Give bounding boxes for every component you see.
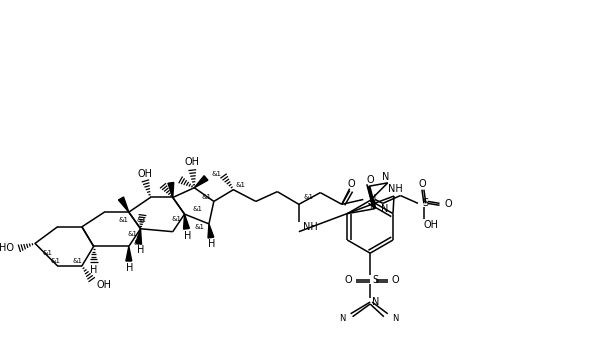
Polygon shape — [168, 182, 173, 197]
Text: N: N — [339, 314, 346, 323]
Text: &1: &1 — [43, 250, 53, 256]
Text: &1: &1 — [51, 258, 61, 264]
Text: H: H — [137, 245, 144, 255]
Polygon shape — [194, 176, 208, 188]
Text: S: S — [372, 275, 378, 284]
Text: N: N — [381, 204, 388, 214]
Text: HO: HO — [0, 243, 14, 253]
Polygon shape — [119, 197, 129, 212]
Text: &1: &1 — [134, 240, 144, 246]
Text: OH: OH — [97, 281, 112, 290]
Text: S: S — [422, 199, 428, 208]
Text: O: O — [392, 275, 399, 284]
Text: &1: &1 — [235, 182, 245, 188]
Text: &1: &1 — [212, 171, 222, 177]
Text: H: H — [90, 265, 97, 275]
Text: &1: &1 — [137, 217, 147, 223]
Text: H: H — [126, 263, 133, 273]
Text: N: N — [372, 297, 379, 307]
Text: O: O — [444, 199, 452, 209]
Text: NH: NH — [388, 184, 402, 194]
Text: O: O — [418, 179, 426, 189]
Text: H: H — [208, 239, 215, 250]
Text: O: O — [367, 175, 375, 186]
Text: &1: &1 — [304, 194, 314, 200]
Polygon shape — [183, 214, 189, 229]
Text: OH: OH — [138, 169, 153, 179]
Text: &1: &1 — [172, 216, 182, 222]
Polygon shape — [126, 246, 132, 261]
Text: N: N — [392, 314, 398, 323]
Text: &1: &1 — [192, 206, 202, 212]
Polygon shape — [208, 224, 214, 238]
Text: &1: &1 — [72, 258, 82, 264]
Text: O: O — [348, 179, 355, 189]
Text: O: O — [345, 275, 353, 284]
Text: &1: &1 — [119, 217, 129, 223]
Text: H: H — [183, 231, 191, 241]
Text: N: N — [369, 194, 376, 205]
Polygon shape — [136, 229, 142, 244]
Text: &1: &1 — [201, 194, 211, 200]
Text: H: H — [369, 202, 376, 211]
Text: &1: &1 — [194, 224, 204, 230]
Text: OH: OH — [185, 157, 200, 167]
Text: OH: OH — [424, 220, 439, 230]
Text: NH: NH — [303, 222, 317, 232]
Text: &1: &1 — [127, 231, 137, 237]
Text: N: N — [382, 172, 389, 182]
